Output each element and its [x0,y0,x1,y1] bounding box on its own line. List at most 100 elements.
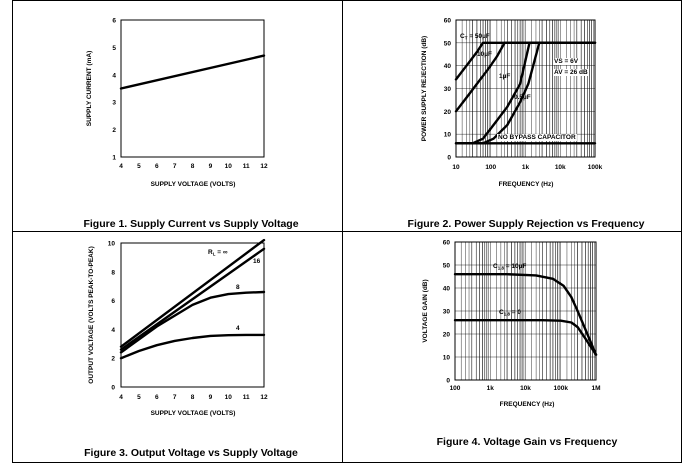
y-tick-label: 40 [444,63,452,70]
figure-4-caption: Figure 4. Voltage Gain vs Frequency [437,436,618,448]
x-tick-label: 10 [452,164,460,171]
x-tick-label: 7 [173,394,177,401]
series-line [454,41,597,113]
x-tick-label: 100k [588,164,603,171]
annotation-backing [553,58,580,65]
x-tick-label: 4 [119,163,123,170]
figure-2-caption: Figure 2. Power Supply Rejection vs Freq… [408,218,645,230]
x-tick-label: 9 [209,163,213,170]
x-tick-label: 1k [522,164,530,171]
y-tick-label: 60 [443,240,451,247]
x-tick-label: 12 [260,163,268,170]
x-tick-label: 100k [554,385,569,392]
y-tick-label: 0 [447,155,451,162]
plot-frame [454,241,597,381]
y-axis-label: POWER SUPPLY REJECTION (dB) [421,36,428,141]
series-line [453,319,598,356]
y-tick-label: 40 [443,286,451,293]
x-tick-label: 1M [591,385,600,392]
series-line [119,54,266,90]
y-tick-label: 60 [444,18,452,25]
curve-label-backing [497,134,577,141]
x-tick-label: 9 [209,394,213,401]
x-tick-label: 5 [137,394,141,401]
curve-label-0-5uf: 0.5µF [514,94,531,101]
y-axis-label: OUTPUT VOLTAGE (VOLTS PEAK-TO-PEAK) [88,246,95,383]
y-tick-label: 4 [111,327,115,334]
curve-label-c18-0: C1,8 = 0 [499,309,521,317]
x-tick-label: 8 [191,163,195,170]
y-tick-label: 20 [444,109,452,116]
x-tick-label: 11 [243,163,250,170]
y-tick-label: 3 [112,100,116,107]
curve-label-4: 4 [236,325,240,332]
curve-label-16: 16 [253,258,261,265]
x-axis-label: SUPPLY VOLTAGE (VOLTS) [151,181,236,188]
y-tick-label: 6 [111,298,115,305]
annotation-vs: VS = 6V [554,58,579,65]
curve-label-1uf: 1µF [499,73,510,80]
y-tick-label: 10 [108,241,116,248]
plot-frame [120,19,265,158]
y-tick-label: 4 [112,72,116,79]
curve-label-c18-10uf: C1,8 = 10µF [493,263,526,271]
x-tick-label: 12 [260,394,268,401]
y-tick-label: 5 [112,45,116,52]
series-line [453,273,598,356]
y-tick-label: 0 [446,378,450,385]
y-axis-label: VOLTAGE GAIN (dB) [422,279,429,342]
y-tick-label: 2 [112,127,116,134]
x-tick-label: 10k [520,385,531,392]
y-tick-label: 50 [444,40,452,47]
annotation-backing [553,69,589,76]
x-tick-label: 8 [191,394,195,401]
figure-1-caption: Figure 1. Supply Current vs Supply Volta… [83,218,298,230]
y-tick-label: 50 [443,263,451,270]
figure-3-caption: Figure 3. Output Voltage vs Supply Volta… [84,447,298,459]
y-tick-label: 6 [112,18,116,25]
x-tick-label: 100 [450,385,461,392]
plot-frame [120,242,265,388]
curve-label-50uf: CT = 50µF [460,33,490,41]
x-tick-label: 11 [243,394,250,401]
x-tick-label: 100 [485,164,496,171]
x-tick-label: 5 [137,163,141,170]
series-line [119,247,266,351]
y-tick-label: 20 [443,332,451,339]
y-tick-label: 10 [443,355,451,362]
figure-4-voltage-gain: 100 1k 10k 100k 1M 0 10 20 30 40 50 60 FREQUENCY (Hz… [422,240,601,409]
x-tick-label: 1k [487,385,495,392]
x-axis-label: FREQUENCY (Hz) [500,401,555,408]
y-tick-label: 8 [111,269,115,276]
curve-label-rl-inf: RL = ∞ [208,249,228,257]
y-axis-label: SUPPLY CURRENT (mA) [86,51,93,126]
y-tick-label: 30 [443,309,451,316]
x-tick-label: 6 [155,163,159,170]
x-tick-label: 6 [155,394,159,401]
x-tick-label: 10k [555,164,566,171]
plot-frame [455,19,596,158]
figure-3-output-voltage: 4 5 6 7 8 9 10 11 12 0 2 4 6 8 10 SUPPLY VOLTAGE (VOLTS… [88,238,268,417]
series-line [119,333,266,360]
series-line [119,238,266,348]
y-tick-label: 1 [112,155,116,162]
annotation-av: AV = 26 dB [554,69,588,76]
x-tick-label: 10 [225,394,233,401]
x-axis-label: SUPPLY VOLTAGE (VOLTS) [151,410,236,417]
curve-label-no-bypass: NO BYPASS CAPACITOR [498,134,576,141]
curve-label-8: 8 [236,284,240,291]
x-axis-label: FREQUENCY (Hz) [499,181,554,188]
x-tick-label: 10 [225,163,233,170]
y-tick-label: 30 [444,86,452,93]
curve-label-10uf: 10µF [477,51,492,58]
y-tick-label: 0 [111,385,115,392]
series-line [119,290,266,354]
x-tick-label: 4 [119,394,123,401]
y-tick-label: 10 [444,132,452,139]
x-tick-label: 7 [173,163,177,170]
grid-lines [454,241,596,381]
y-tick-label: 2 [111,356,115,363]
